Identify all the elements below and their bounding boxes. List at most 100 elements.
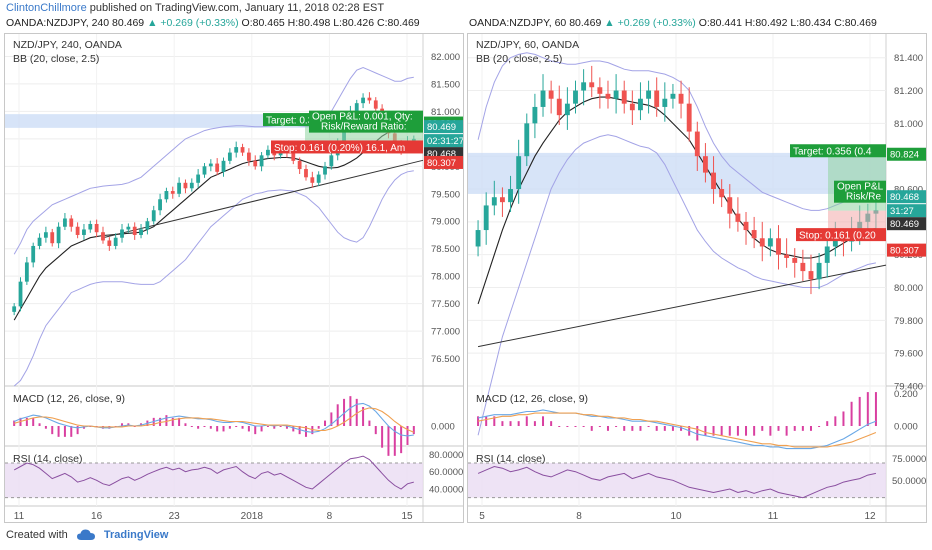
- candle-body: [101, 232, 105, 241]
- rsi-label: RSI (14, close): [476, 453, 545, 465]
- candle-body: [170, 191, 175, 194]
- macd-histogram-bar: [393, 426, 396, 456]
- signal-line: [14, 407, 415, 433]
- last-price-tag: 80.468: [890, 192, 919, 203]
- price-tick-label: 81.400: [894, 53, 923, 64]
- macd-histogram-bar: [809, 426, 812, 431]
- macd-histogram-bar: [362, 407, 365, 426]
- macd-histogram-bar: [336, 404, 339, 426]
- macd-histogram-bar: [712, 426, 715, 436]
- macd-histogram-bar: [623, 426, 626, 431]
- macd-histogram-bar: [165, 415, 168, 426]
- price-tick-label: 81.200: [894, 86, 923, 97]
- candle-body: [113, 237, 118, 246]
- macd-label: MACD (12, 26, close, 9): [13, 393, 125, 405]
- macd-histogram-bar: [203, 426, 206, 427]
- candle-body: [50, 232, 55, 244]
- candle-body: [800, 262, 806, 272]
- candle-body: [221, 160, 226, 172]
- macd-histogram-bar: [235, 426, 238, 427]
- candle-body: [508, 189, 513, 203]
- candle-body: [297, 160, 302, 170]
- candle-body: [686, 103, 692, 132]
- price-tick-label: 78.500: [431, 244, 460, 255]
- rsi-tick-label: 75.0000: [892, 454, 926, 465]
- candle-body: [151, 210, 156, 222]
- macd-histogram-bar: [663, 426, 666, 431]
- stop-price-tag: 80.307: [890, 246, 919, 257]
- macd-tick-label: 0.200: [894, 389, 918, 400]
- candle-body: [694, 131, 700, 157]
- macd-histogram-bar: [736, 426, 739, 436]
- macd-histogram-bar: [793, 426, 796, 431]
- stop-price-tag-bg: [887, 243, 926, 257]
- macd-histogram-bar: [247, 426, 250, 432]
- macd-histogram-bar: [501, 421, 504, 426]
- candle-body: [69, 218, 74, 227]
- chart-panel-240[interactable]: 82.00081.50081.00080.50080.00079.50079.0…: [4, 33, 464, 523]
- candle-body: [678, 93, 684, 104]
- macd-histogram-bar: [631, 426, 634, 431]
- macd-histogram-bar: [374, 426, 377, 435]
- open-pl-label: Open P&L: 0.001, Qty:: [312, 112, 413, 123]
- candle-body: [215, 163, 220, 172]
- macd-histogram-bar: [121, 423, 124, 426]
- macd-histogram-bar: [615, 426, 618, 427]
- macd-histogram-bar: [550, 421, 553, 426]
- candle-body: [310, 177, 315, 183]
- candle-body: [727, 197, 733, 214]
- candle-body: [94, 223, 99, 233]
- price-tick-label: 80.000: [894, 283, 923, 294]
- stop-label: Stop: 0.161 (0.20%) 16.1, Am: [274, 143, 405, 154]
- macd-histogram-bar: [801, 426, 804, 431]
- macd-histogram-bar: [842, 411, 845, 426]
- price-tick-label: 81.500: [431, 79, 460, 90]
- tradingview-brand[interactable]: TradingView: [103, 529, 169, 541]
- up-arrow-icon: ▲: [604, 17, 615, 29]
- candle-body: [18, 281, 23, 307]
- macd-histogram-bar: [38, 423, 41, 426]
- price-tick-label: 76.500: [431, 354, 460, 365]
- candle-body: [132, 226, 137, 235]
- candle-body: [808, 271, 814, 280]
- rsi-tick-label: 80.0000: [429, 450, 463, 461]
- candle-body: [37, 237, 42, 246]
- macd-histogram-bar: [769, 426, 772, 436]
- quote-open: O:80.441: [698, 17, 742, 29]
- price-tick-label: 78.000: [431, 272, 460, 283]
- chart-svg-240[interactable]: 82.00081.50081.00080.50080.00079.50079.0…: [5, 34, 463, 522]
- chart-panel-60[interactable]: 81.40081.20081.00080.80080.60080.40080.2…: [467, 33, 927, 523]
- candle-body: [196, 174, 201, 183]
- candle-body: [621, 90, 627, 104]
- stop-price-tag-bg: [424, 155, 463, 169]
- macd-histogram-bar: [381, 426, 384, 448]
- risk-reward-label: Risk/Re: [846, 192, 881, 203]
- candle-body: [475, 230, 481, 247]
- candle-body: [253, 160, 258, 167]
- quote-price: 80.469: [569, 17, 602, 29]
- author-link[interactable]: ClintonChillmore: [6, 2, 87, 14]
- candle-body: [304, 169, 308, 178]
- chart-title: NZD/JPY, 240, OANDA: [13, 39, 122, 51]
- candle-body: [743, 221, 749, 231]
- macd-histogram-bar: [266, 426, 269, 427]
- macd-histogram-bar: [639, 426, 642, 431]
- macd-histogram-bar: [254, 426, 257, 435]
- candle-body: [767, 238, 773, 247]
- macd-histogram-bar: [728, 426, 731, 436]
- macd-histogram-bar: [493, 416, 496, 426]
- macd-histogram-bar: [216, 426, 219, 432]
- macd-histogram-bar: [76, 426, 79, 435]
- candle-body: [556, 98, 562, 116]
- candle-body: [316, 174, 321, 183]
- time-tick-label: 23: [169, 511, 181, 522]
- candle-body: [329, 155, 334, 167]
- macd-histogram-bar: [582, 426, 585, 427]
- stop-label-bg: [271, 140, 423, 154]
- quote-line-right: OANDA:NZDJPY, 60 80.469 ▲ +0.269 (+0.33%…: [469, 17, 877, 29]
- quote-close: C:80.469: [834, 17, 877, 29]
- candle-body: [581, 82, 587, 91]
- candle-body: [548, 90, 554, 99]
- candle-body: [12, 306, 17, 312]
- chart-svg-60[interactable]: 81.40081.20081.00080.80080.60080.40080.2…: [468, 34, 926, 522]
